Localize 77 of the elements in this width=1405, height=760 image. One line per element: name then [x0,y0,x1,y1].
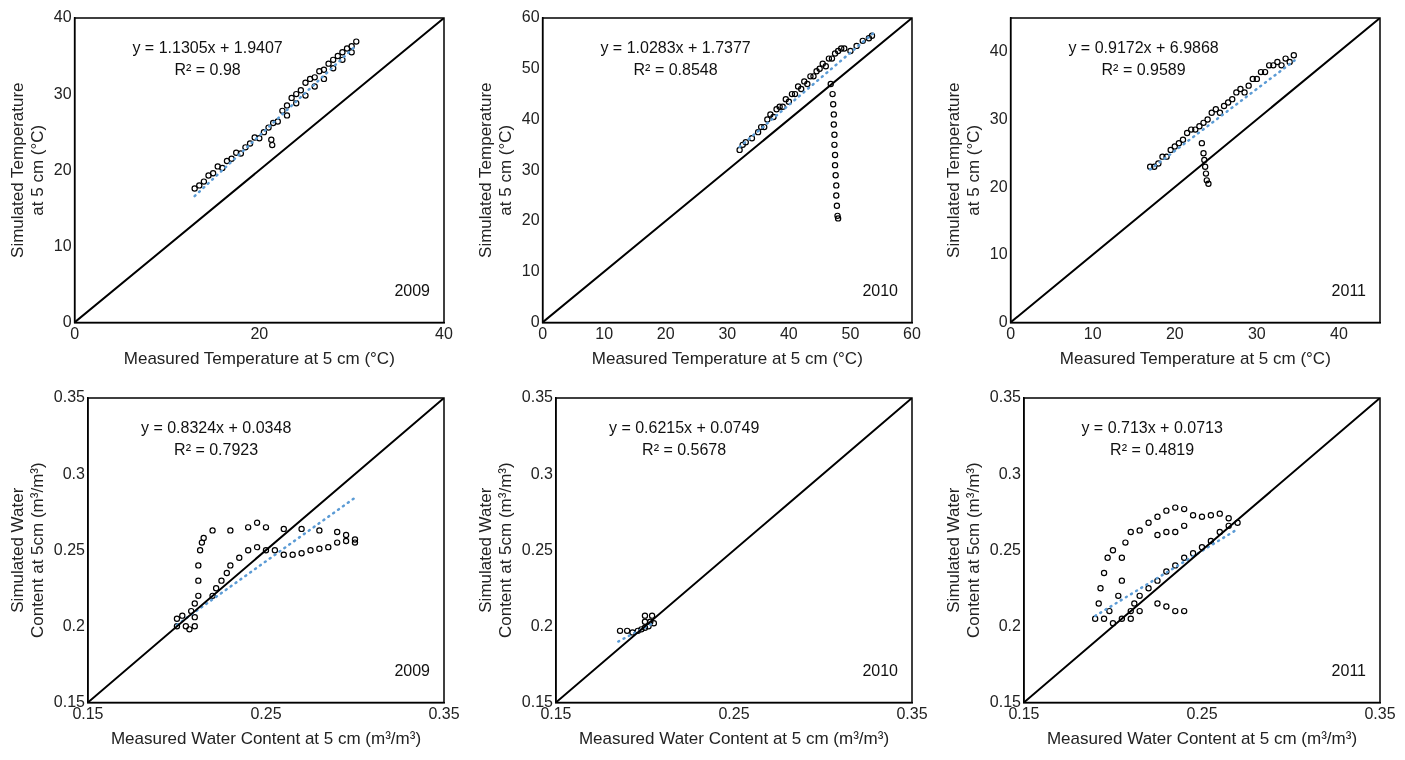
y-tick-label: 60 [521,8,540,26]
y-tick-label: 10 [989,245,1008,263]
annotation: 2009 [394,662,431,680]
x-tick-label: 20 [1165,325,1184,343]
y-tick-label: 30 [521,160,540,178]
x-axis-title: Measured Water Content at 5 cm (m³/m³) [578,729,890,749]
y-tick-label: 40 [989,42,1008,60]
y-axis-title: Simulated Water Content at 5cm (m³/m³) [475,462,516,639]
y-tick-label: 20 [53,160,72,178]
y-tick-label: 0.35 [521,388,554,406]
y-tick-label: 0 [998,312,1008,330]
y-tick-label: 10 [53,236,72,254]
annotation: 2011 [1331,282,1367,300]
y-tick-label: 40 [53,8,72,26]
y-tick-label: 20 [989,177,1008,195]
y-tick-label: 0.3 [62,464,86,482]
x-tick-label: 0.25 [250,705,282,723]
x-tick-label: 0.35 [428,705,460,723]
x-tick-label: 0.35 [896,705,928,723]
y-axis-title: Simulated Water Content at 5cm (m³/m³) [7,462,48,639]
y-tick-label: 0.25 [521,540,554,558]
y-axis-title: Simulated Temperature at 5 cm (°C) [943,82,984,258]
y-tick-label: 50 [521,59,540,77]
annotation: y = 0.9172x + 6.9868 [1068,38,1219,56]
annotation: 2011 [1331,662,1367,680]
x-axis-title: Measured Temperature at 5 cm (°C) [591,349,863,369]
x-axis-title: Measured Water Content at 5 cm (m³/m³) [1046,729,1358,749]
x-tick-label: 40 [1330,325,1348,343]
annotation: R² = 0.7923 [174,440,259,458]
y-tick-label: 20 [521,211,540,229]
annotation: 2009 [394,282,431,300]
y-axis-title: Simulated Temperature at 5 cm (°C) [7,82,48,258]
x-tick-label: 40 [435,325,453,343]
x-tick-label: 50 [841,325,860,343]
annotation: R² = 0.9589 [1101,60,1186,78]
x-tick-label: 0.35 [1364,705,1396,723]
x-tick-label: 60 [903,325,921,343]
y-tick-label: 0.2 [62,616,86,634]
annotation: R² = 0.5678 [642,440,727,458]
annotation: y = 0.713x + 0.0713 [1081,418,1223,436]
y-tick-label: 0 [62,312,72,330]
x-tick-label: 20 [656,325,675,343]
annotation: R² = 0.4819 [1110,440,1195,458]
y-tick-label: 0.3 [998,464,1022,482]
y-tick-label: 0.35 [989,388,1022,406]
y-tick-label: 0.25 [989,540,1022,558]
y-tick-label: 0.2 [530,616,554,634]
y-tick-label: 30 [989,109,1008,127]
annotation: y = 0.6215x + 0.0749 [608,418,760,436]
annotation: y = 1.1305x + 1.9407 [132,38,283,56]
x-axis-title: Measured Temperature at 5 cm (°C) [1059,349,1331,369]
y-axis-title: Simulated Water Content at 5cm (m³/m³) [943,462,984,639]
x-axis-title: Measured Water Content at 5 cm (m³/m³) [110,729,422,749]
x-tick-label: 0.25 [1186,705,1218,723]
x-tick-label: 0.25 [718,705,750,723]
annotation: R² = 0.98 [174,60,241,78]
y-tick-label: 0.35 [53,388,86,406]
annotation: 2010 [862,662,899,680]
annotation: y = 1.0283x + 1.7377 [600,38,751,56]
y-tick-label: 0.2 [998,616,1022,634]
x-tick-label: 30 [1247,325,1266,343]
x-tick-label: 20 [250,325,269,343]
annotation: 2010 [862,282,899,300]
x-tick-label: 30 [718,325,737,343]
y-tick-label: 10 [521,262,540,280]
y-tick-label: 0.25 [53,540,86,558]
x-tick-label: 10 [595,325,614,343]
x-axis-title: Measured Temperature at 5 cm (°C) [123,349,395,369]
y-tick-label: 30 [53,84,72,102]
y-axis-title: Simulated Temperature at 5 cm (°C) [475,82,516,258]
x-tick-label: 10 [1083,325,1102,343]
x-tick-label: 40 [779,325,798,343]
annotation: y = 0.8324x + 0.0348 [140,418,292,436]
annotation: R² = 0.8548 [633,60,718,78]
y-tick-label: 0.3 [530,464,554,482]
y-tick-label: 0 [530,312,540,330]
y-tick-label: 40 [521,109,540,127]
